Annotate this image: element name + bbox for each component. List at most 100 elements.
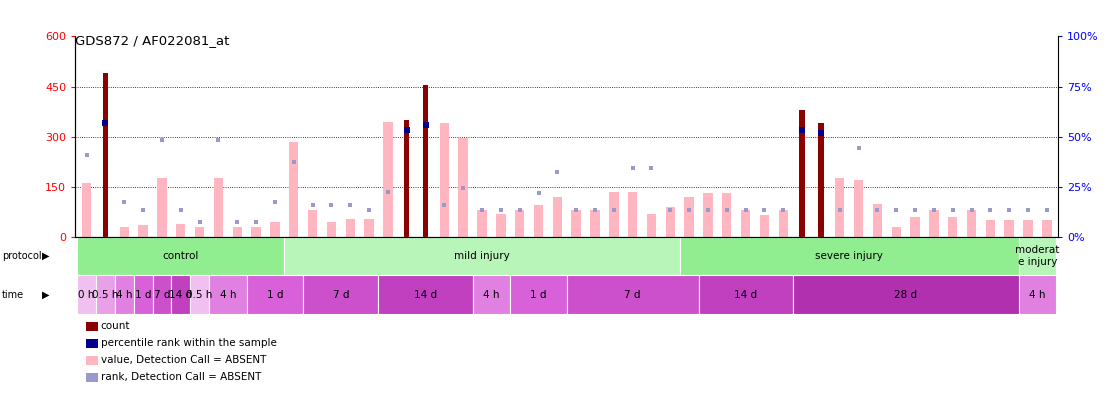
Text: percentile rank within the sample: percentile rank within the sample bbox=[101, 339, 277, 348]
Text: 0.5 h: 0.5 h bbox=[92, 290, 119, 300]
Bar bbox=[289, 142, 298, 237]
Bar bbox=[346, 219, 355, 237]
Bar bbox=[209, 275, 247, 314]
Bar bbox=[138, 225, 147, 237]
Bar bbox=[967, 210, 976, 237]
Bar bbox=[1018, 237, 1056, 275]
Bar bbox=[566, 275, 698, 314]
Text: value, Detection Call = ABSENT: value, Detection Call = ABSENT bbox=[101, 356, 266, 365]
Text: 4 h: 4 h bbox=[116, 290, 133, 300]
Bar bbox=[779, 210, 788, 237]
Bar bbox=[892, 227, 901, 237]
Text: 1 d: 1 d bbox=[267, 290, 284, 300]
Bar bbox=[153, 275, 172, 314]
Bar bbox=[930, 210, 938, 237]
Bar bbox=[96, 275, 115, 314]
Text: 0.5 h: 0.5 h bbox=[186, 290, 213, 300]
Text: moderat
e injury: moderat e injury bbox=[1015, 245, 1059, 267]
Text: 4 h: 4 h bbox=[483, 290, 500, 300]
Text: severe injury: severe injury bbox=[815, 251, 883, 261]
Bar bbox=[722, 194, 731, 237]
Bar bbox=[404, 120, 409, 237]
Bar bbox=[591, 210, 599, 237]
Bar bbox=[511, 275, 566, 314]
Text: 4 h: 4 h bbox=[1029, 290, 1046, 300]
Text: 7 d: 7 d bbox=[332, 290, 349, 300]
Bar bbox=[553, 197, 562, 237]
Bar bbox=[473, 275, 511, 314]
Bar bbox=[685, 197, 694, 237]
Text: mild injury: mild injury bbox=[454, 251, 510, 261]
Bar bbox=[459, 139, 468, 237]
Bar bbox=[78, 237, 285, 275]
Bar bbox=[986, 220, 995, 237]
Bar bbox=[247, 275, 304, 314]
Text: 14 d: 14 d bbox=[170, 290, 193, 300]
Bar bbox=[835, 179, 844, 237]
Text: 0 h: 0 h bbox=[79, 290, 95, 300]
Text: 14 d: 14 d bbox=[414, 290, 437, 300]
Bar bbox=[873, 203, 882, 237]
Bar bbox=[308, 210, 317, 237]
Bar bbox=[666, 207, 675, 237]
Text: 7 d: 7 d bbox=[154, 290, 171, 300]
Bar bbox=[760, 215, 769, 237]
Bar bbox=[1043, 220, 1051, 237]
Bar bbox=[647, 213, 656, 237]
Bar bbox=[103, 73, 109, 237]
Bar bbox=[115, 275, 134, 314]
Bar bbox=[252, 227, 260, 237]
Bar bbox=[365, 219, 373, 237]
Bar bbox=[440, 123, 449, 237]
Bar bbox=[1024, 220, 1033, 237]
Bar bbox=[285, 237, 679, 275]
Bar bbox=[792, 275, 1018, 314]
Bar bbox=[78, 275, 96, 314]
Bar bbox=[233, 227, 242, 237]
Bar bbox=[572, 210, 581, 237]
Bar bbox=[134, 275, 153, 314]
Text: 1 d: 1 d bbox=[135, 290, 152, 300]
Bar bbox=[1005, 220, 1014, 237]
Bar bbox=[854, 180, 863, 237]
Bar bbox=[704, 194, 712, 237]
Text: 4 h: 4 h bbox=[219, 290, 236, 300]
Bar bbox=[698, 275, 792, 314]
Bar bbox=[628, 192, 637, 237]
Bar bbox=[327, 222, 336, 237]
Text: GDS872 / AF022081_at: GDS872 / AF022081_at bbox=[75, 34, 229, 47]
Text: rank, Detection Call = ABSENT: rank, Detection Call = ABSENT bbox=[101, 373, 261, 382]
Bar bbox=[195, 227, 204, 237]
Text: count: count bbox=[101, 322, 131, 331]
Bar bbox=[423, 85, 428, 237]
Bar bbox=[948, 217, 957, 237]
Text: protocol: protocol bbox=[2, 251, 42, 261]
Bar bbox=[383, 122, 392, 237]
Bar bbox=[609, 192, 618, 237]
Bar bbox=[172, 275, 191, 314]
Bar bbox=[496, 213, 505, 237]
Bar bbox=[379, 275, 473, 314]
Bar bbox=[534, 205, 543, 237]
Bar bbox=[270, 222, 279, 237]
Bar bbox=[1018, 275, 1056, 314]
Text: ▶: ▶ bbox=[42, 251, 50, 261]
Text: ▶: ▶ bbox=[42, 290, 50, 300]
Bar bbox=[478, 210, 486, 237]
Text: 14 d: 14 d bbox=[733, 290, 757, 300]
Text: control: control bbox=[163, 251, 199, 261]
Bar bbox=[800, 110, 804, 237]
Bar bbox=[304, 275, 379, 314]
Bar bbox=[214, 179, 223, 237]
Bar bbox=[176, 224, 185, 237]
Bar bbox=[82, 183, 91, 237]
Bar bbox=[157, 179, 166, 237]
Bar bbox=[911, 217, 920, 237]
Bar bbox=[120, 227, 129, 237]
Text: 28 d: 28 d bbox=[894, 290, 917, 300]
Text: 7 d: 7 d bbox=[625, 290, 640, 300]
Text: 1 d: 1 d bbox=[531, 290, 546, 300]
Bar bbox=[191, 275, 209, 314]
Text: time: time bbox=[2, 290, 24, 300]
Bar bbox=[819, 123, 823, 237]
